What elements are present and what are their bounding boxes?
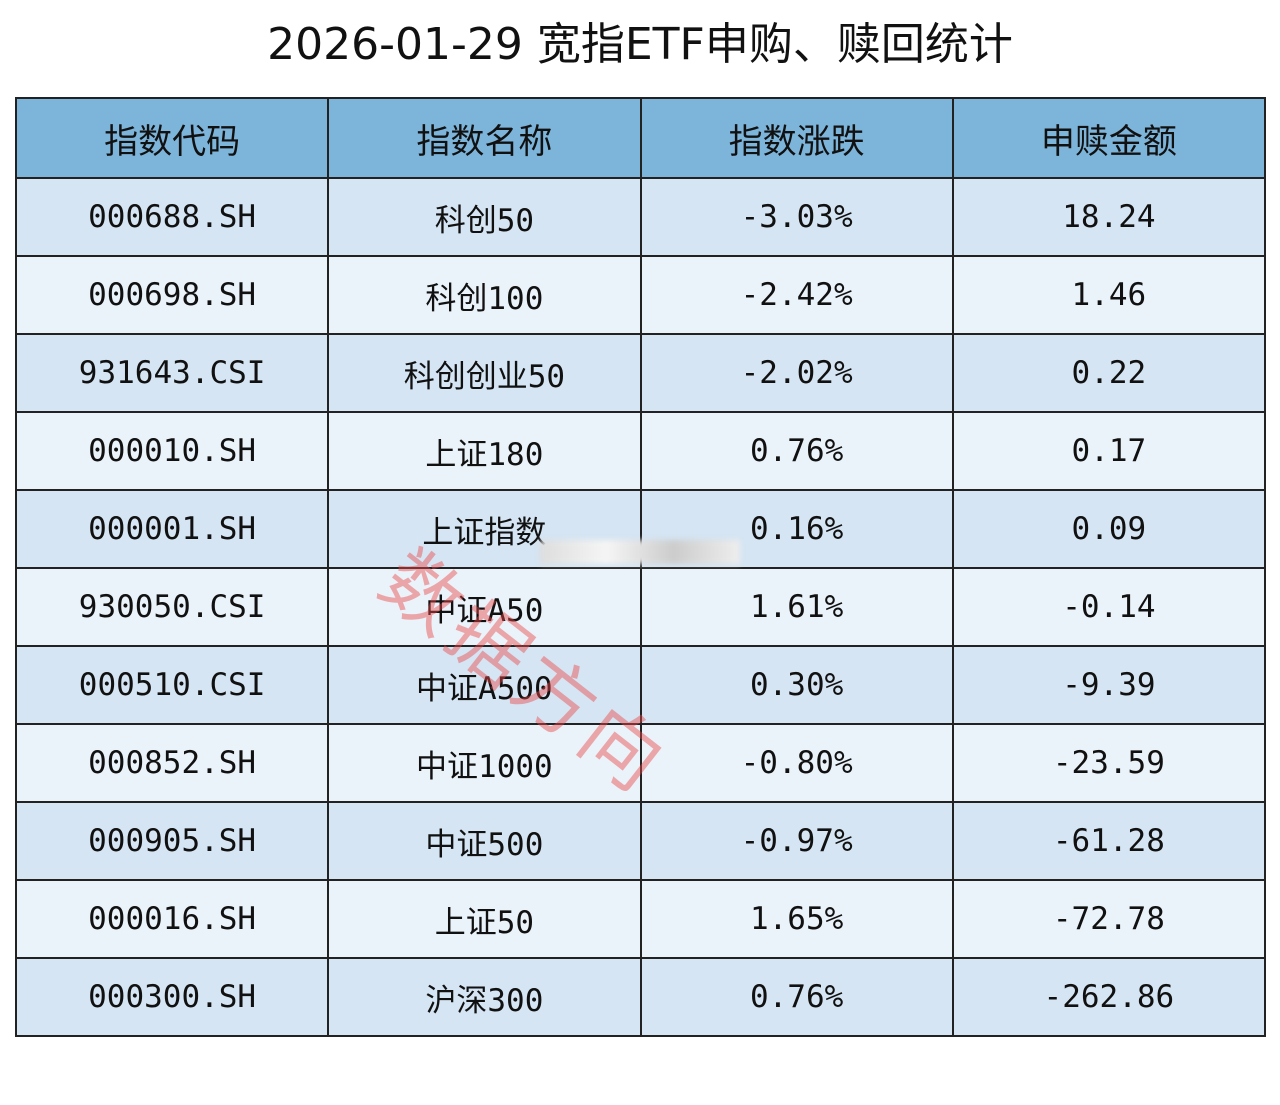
table-cell: 18.24 [951, 177, 1267, 257]
table-cell: 沪深300 [327, 957, 642, 1037]
table-cell: -2.02% [639, 333, 954, 413]
table-cell: -0.14 [951, 567, 1267, 647]
table-cell: 000300.SH [14, 957, 330, 1037]
table-row: 931643.CSI 科创创业50 -2.02% 0.22 [14, 333, 1267, 413]
header-row: 指数代码 指数名称 指数涨跌 申赎金额 [14, 97, 1267, 179]
table-cell: 上证50 [327, 879, 642, 959]
table-cell: 1.61% [639, 567, 954, 647]
table-body: 000688.SH 科创50 -3.03% 18.24 000698.SH 科创100 -2… [14, 177, 1267, 1037]
table-row: 000010.SH 上证180 0.76% 0.17 [14, 411, 1267, 491]
table-cell: 0.76% [639, 957, 954, 1037]
table-cell: 000698.SH [14, 255, 330, 335]
table-cell: 中证500 [327, 801, 642, 881]
table-row: 930050.CSI 中证A50 1.61% -0.14 [14, 567, 1267, 647]
table-row: 000300.SH 沪深300 0.76% -262.86 [14, 957, 1267, 1037]
table-cell: 0.30% [639, 645, 954, 725]
table-cell: 上证180 [327, 411, 642, 491]
table-cell: 0.17 [951, 411, 1267, 491]
table-cell: 000688.SH [14, 177, 330, 257]
column-header: 指数代码 [14, 97, 330, 179]
table-row: 000016.SH 上证50 1.65% -72.78 [14, 879, 1267, 959]
table-row: 000905.SH 中证500 -0.97% -61.28 [14, 801, 1267, 881]
column-header: 指数名称 [327, 97, 642, 179]
table-cell: -0.97% [639, 801, 954, 881]
table-cell: 930050.CSI [14, 567, 330, 647]
table-cell: 000001.SH [14, 489, 330, 569]
column-header: 指数涨跌 [639, 97, 954, 179]
table-cell: -9.39 [951, 645, 1267, 725]
table-cell: -3.03% [639, 177, 954, 257]
table-cell: 中证A500 [327, 645, 642, 725]
table-cell: 1.65% [639, 879, 954, 959]
table-cell: 000010.SH [14, 411, 330, 491]
table-cell: 科创创业50 [327, 333, 642, 413]
table-row: 000688.SH 科创50 -3.03% 18.24 [14, 177, 1267, 257]
table-cell: 0.22 [951, 333, 1267, 413]
table-cell: 931643.CSI [14, 333, 330, 413]
table-cell: 000510.CSI [14, 645, 330, 725]
table-cell: 000905.SH [14, 801, 330, 881]
blurred-username [540, 540, 740, 564]
table-cell: 000016.SH [14, 879, 330, 959]
table-row: 000698.SH 科创100 -2.42% 1.46 [14, 255, 1267, 335]
table-cell: 1.46 [951, 255, 1267, 335]
data-table: 指数代码 指数名称 指数涨跌 申赎金额 000688.SH 科创50 -3.03% 18.2… [14, 97, 1267, 1037]
table-cell: 中证1000 [327, 723, 642, 803]
table-cell: -2.42% [639, 255, 954, 335]
table-cell: 科创50 [327, 177, 642, 257]
table-cell: 0.09 [951, 489, 1267, 569]
table-cell: -72.78 [951, 879, 1267, 959]
table-cell: -23.59 [951, 723, 1267, 803]
table-row: 000510.CSI 中证A500 0.30% -9.39 [14, 645, 1267, 725]
page-title: 2026-01-29 宽指ETF申购、赎回统计 [267, 19, 1013, 70]
table-cell: -61.28 [951, 801, 1267, 881]
table-cell: 000852.SH [14, 723, 330, 803]
table-cell: -0.80% [639, 723, 954, 803]
column-header: 申赎金额 [951, 97, 1267, 179]
table-cell: 0.76% [639, 411, 954, 491]
table-cell: 中证A50 [327, 567, 642, 647]
table-cell: -262.86 [951, 957, 1267, 1037]
table-row: 000852.SH 中证1000 -0.80% -23.59 [14, 723, 1267, 803]
table-cell: 科创100 [327, 255, 642, 335]
